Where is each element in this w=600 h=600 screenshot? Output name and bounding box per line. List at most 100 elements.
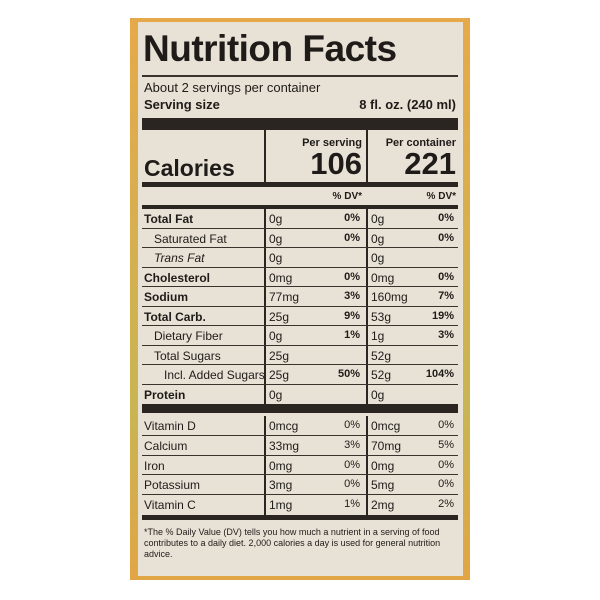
amount: 0g — [371, 387, 385, 402]
title: Nutrition Facts — [143, 28, 397, 69]
column-divider — [264, 306, 266, 326]
rule — [142, 515, 458, 520]
column-divider — [366, 228, 368, 248]
row-rule — [142, 364, 458, 365]
row-rule — [142, 227, 458, 229]
column-divider — [264, 365, 266, 385]
column-divider — [264, 345, 266, 365]
amount: 0g — [371, 231, 385, 246]
amount: 0g — [371, 212, 385, 226]
row-rule — [142, 344, 458, 346]
column-divider — [366, 495, 368, 515]
column-divider — [366, 416, 368, 436]
nutrient-name: Incl. Added Sugars — [164, 368, 265, 382]
amount: 25g — [269, 368, 290, 382]
daily-value: 50% — [337, 368, 360, 380]
amount: 25g — [269, 348, 290, 363]
amount: 52g — [371, 368, 392, 382]
amount: 52g — [371, 348, 392, 363]
column-divider — [366, 475, 368, 496]
nutrient-name: Saturated Fat — [154, 231, 227, 246]
dv-header: % DV* — [332, 191, 362, 202]
amount: 0mcg — [269, 419, 299, 433]
nutrient-name: Protein — [144, 387, 186, 402]
calories-serving: 106 — [310, 146, 362, 181]
amount: 2mg — [371, 498, 395, 513]
row-rule — [142, 474, 458, 476]
column-divider — [264, 209, 266, 229]
per-container: Per container — [385, 137, 456, 149]
amount: 0mg — [269, 458, 293, 473]
nutrient-name: Vitamin D — [144, 419, 196, 433]
daily-value: 0% — [438, 458, 454, 471]
daily-value: 0% — [438, 231, 454, 244]
column-divider — [366, 345, 368, 365]
amount: 0g — [269, 329, 283, 343]
nutrient-name: Trans Fat — [154, 251, 205, 265]
amount: 5mg — [371, 478, 395, 493]
column-divider — [264, 455, 266, 476]
amount: 25g — [269, 309, 290, 324]
nutrient-name: Dietary Fiber — [154, 329, 223, 343]
column-divider — [366, 130, 368, 182]
amount: 160mg — [371, 290, 408, 304]
nutrient-name: Total Carb. — [144, 309, 206, 324]
row-rule — [142, 266, 458, 268]
dv-header: % DV* — [426, 191, 456, 202]
nutrient-name: Potassium — [144, 478, 201, 493]
row-rule — [142, 325, 458, 326]
amount: 53g — [371, 309, 392, 324]
amount: 70mg — [371, 438, 402, 453]
daily-value: 1% — [344, 498, 360, 511]
rule — [142, 182, 458, 187]
amount: 0g — [269, 212, 283, 226]
daily-value: 0% — [438, 270, 454, 283]
thick-rule — [142, 118, 458, 130]
amount: 0g — [269, 231, 283, 246]
nutrient-name: Total Sugars — [154, 348, 221, 363]
nutrient-name: Calcium — [144, 438, 188, 453]
column-divider — [366, 455, 368, 476]
column-divider — [366, 287, 368, 307]
thick-rule — [142, 404, 458, 413]
row-rule — [142, 454, 458, 456]
daily-value: 0% — [344, 212, 360, 224]
nutrient-name: Total Fat — [144, 212, 194, 226]
row-rule — [142, 305, 458, 307]
column-divider — [366, 306, 368, 326]
daily-value: 0% — [438, 212, 454, 224]
amount: 77mg — [269, 290, 300, 304]
daily-value: 0% — [438, 478, 454, 491]
amount: 0g — [371, 251, 385, 265]
daily-value: 19% — [431, 309, 454, 322]
column-divider — [264, 475, 266, 496]
per-serving: Per serving — [302, 137, 362, 149]
amount: 33mg — [269, 438, 300, 453]
row-rule — [142, 383, 458, 385]
column-divider — [264, 384, 266, 404]
rule — [142, 205, 458, 209]
amount: 1mg — [269, 498, 293, 513]
column-divider — [366, 267, 368, 287]
daily-value: 0% — [344, 458, 360, 471]
column-divider — [264, 287, 266, 307]
column-divider — [264, 416, 266, 436]
servings: About 2 servings per container — [144, 80, 321, 95]
nutrient-name: Iron — [144, 458, 165, 473]
amount: 0g — [269, 387, 283, 402]
row-rule — [142, 434, 458, 436]
daily-value: 5% — [438, 438, 454, 451]
label-panel — [138, 22, 463, 576]
footnote: *The % Daily Value (DV) tells you how mu… — [144, 527, 441, 559]
daily-value: 7% — [438, 290, 454, 302]
daily-value: 104% — [425, 368, 454, 380]
column-divider — [264, 130, 266, 182]
column-divider — [264, 326, 266, 346]
row-rule — [142, 247, 458, 248]
daily-value: 2% — [438, 498, 454, 511]
serving-size: 8 fl. oz. (240 ml) — [359, 97, 456, 112]
column-divider — [366, 365, 368, 385]
daily-value: 0% — [344, 270, 360, 283]
serving-size-label: Serving size — [144, 97, 220, 112]
